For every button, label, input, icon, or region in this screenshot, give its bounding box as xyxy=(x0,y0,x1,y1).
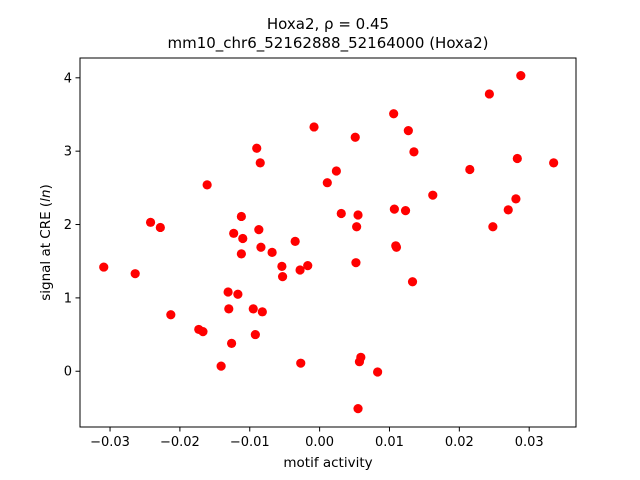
data-point xyxy=(503,205,513,215)
y-axis-label-prefix: signal at CRE ( xyxy=(38,202,54,301)
y-tick-label: 0 xyxy=(64,365,72,380)
data-point xyxy=(277,261,287,271)
data-point xyxy=(295,265,305,275)
data-point xyxy=(409,147,419,157)
y-axis-label-italic: ln xyxy=(38,189,54,201)
x-tick-label: −0.03 xyxy=(90,435,130,450)
data-point xyxy=(267,247,277,257)
data-point xyxy=(277,272,288,282)
data-point xyxy=(350,132,360,142)
x-tick-label: −0.01 xyxy=(230,435,270,450)
data-point xyxy=(352,222,362,232)
data-point xyxy=(373,367,383,377)
data-point xyxy=(400,205,411,216)
data-point xyxy=(254,225,264,235)
data-point xyxy=(223,287,233,297)
y-axis-ticks: 0 1 2 3 4 xyxy=(64,71,80,380)
data-point xyxy=(488,222,498,232)
data-point xyxy=(248,304,258,314)
data-point xyxy=(257,307,267,317)
data-point xyxy=(145,217,156,227)
data-point xyxy=(130,269,140,279)
data-point xyxy=(336,208,346,219)
data-point xyxy=(322,178,332,188)
y-tick-label: 4 xyxy=(64,71,72,86)
data-point xyxy=(238,233,248,244)
data-point xyxy=(296,358,306,368)
x-tick-label: 0.02 xyxy=(445,435,474,450)
data-point xyxy=(353,404,363,414)
data-point xyxy=(309,122,319,132)
data-point xyxy=(250,329,260,340)
data-point xyxy=(428,190,438,200)
x-tick-label: −0.02 xyxy=(160,435,200,450)
chart-subtitle: mm10_chr6_52162888_52164000 (Hoxa2) xyxy=(167,34,488,53)
data-point xyxy=(516,71,526,81)
data-point xyxy=(255,158,265,168)
data-point xyxy=(389,204,399,214)
x-axis-ticks: −0.03 −0.02 −0.01 0.00 0.01 0.02 0.03 xyxy=(90,427,544,450)
y-tick-label: 2 xyxy=(64,218,72,233)
data-point xyxy=(511,194,521,204)
data-point xyxy=(252,143,262,153)
y-axis-label: signal at CRE (ln) xyxy=(38,184,54,301)
data-point xyxy=(353,210,363,220)
y-tick-label: 3 xyxy=(64,145,72,160)
data-point xyxy=(484,89,494,99)
data-point xyxy=(290,236,300,246)
data-point xyxy=(407,277,418,287)
data-point xyxy=(166,310,176,320)
data-point xyxy=(216,361,226,371)
data-point xyxy=(226,338,237,348)
data-point xyxy=(202,180,212,190)
data-point xyxy=(391,242,402,252)
data-point xyxy=(224,304,234,314)
y-tick-label: 1 xyxy=(64,291,72,306)
data-point xyxy=(512,153,522,164)
data-point xyxy=(331,166,341,176)
y-axis-label-suffix: ) xyxy=(38,184,54,189)
x-tick-label: 0.01 xyxy=(375,435,404,450)
data-point xyxy=(356,352,366,362)
plot-frame xyxy=(79,57,577,428)
data-point xyxy=(549,158,559,168)
data-point xyxy=(256,242,266,252)
data-points xyxy=(99,71,559,414)
data-point xyxy=(465,164,475,175)
x-tick-label: 0.03 xyxy=(515,435,544,450)
data-point xyxy=(236,249,246,259)
data-point xyxy=(403,126,413,136)
data-point xyxy=(198,327,208,337)
data-point xyxy=(233,289,243,299)
chart-title: Hoxa2, ρ = 0.45 xyxy=(267,15,389,33)
data-point xyxy=(229,228,239,238)
x-tick-label: 0.00 xyxy=(305,435,334,450)
data-point xyxy=(303,261,313,271)
data-point xyxy=(351,258,361,268)
data-point xyxy=(236,211,246,222)
x-axis-label: motif activity xyxy=(283,455,372,471)
data-point xyxy=(155,222,165,233)
data-point xyxy=(389,109,399,119)
data-point xyxy=(99,262,109,272)
